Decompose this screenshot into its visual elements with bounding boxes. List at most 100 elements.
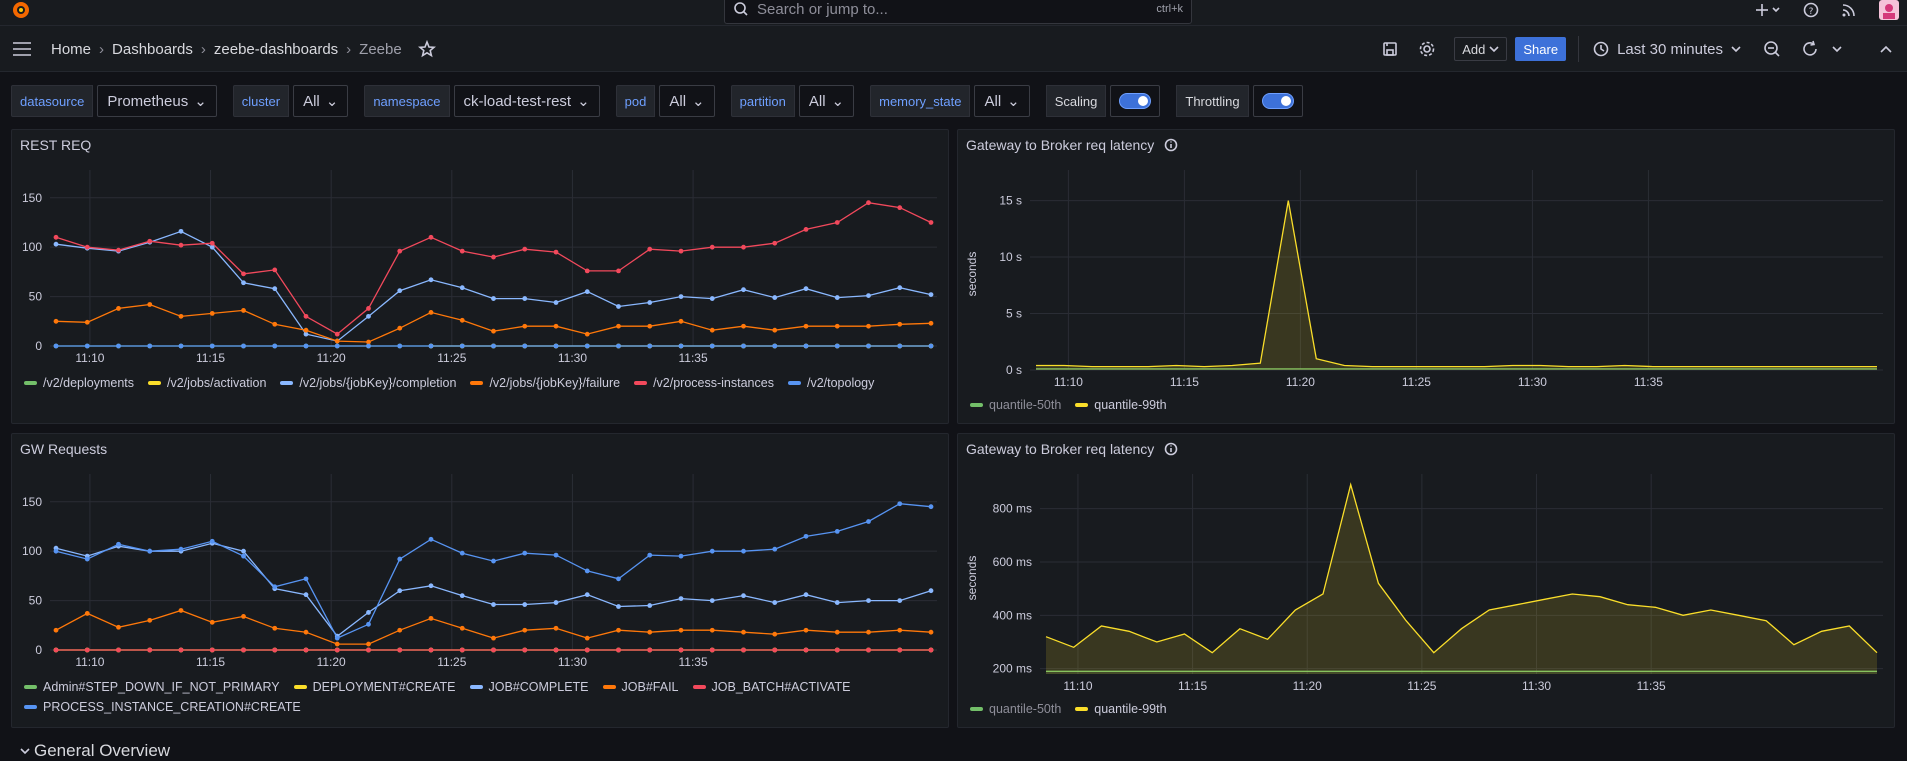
legend-item[interactable]: /v2/process-instances — [634, 376, 774, 390]
data-point — [53, 318, 59, 324]
panel-rest-req[interactable]: REST REQ 0 50 100 150 11:10 11:15 11:20 11:25 11… — [11, 129, 949, 424]
data-point — [866, 647, 871, 653]
data-point — [741, 287, 746, 293]
top-bar: Search or jump to... ctrl+k ? — [0, 0, 1907, 26]
user-avatar[interactable] — [1879, 0, 1899, 20]
data-point — [53, 647, 59, 653]
data-point — [834, 600, 840, 605]
data-point — [272, 286, 278, 292]
panel-gw-broker-latency-ms[interactable]: Gateway to Broker req latency 200 ms 400 … — [957, 433, 1895, 728]
breadcrumb-home[interactable]: Home — [51, 40, 92, 58]
refresh-interval-chevron-icon[interactable] — [1831, 44, 1843, 54]
legend-item[interactable]: PROCESS_INSTANCE_CREATION#CREATE — [24, 700, 301, 714]
chevron-right-icon: › — [346, 40, 352, 58]
var-label-datasource: datasource — [11, 85, 94, 117]
data-point — [303, 576, 309, 582]
data-point — [928, 292, 934, 298]
legend-item[interactable]: quantile-99th — [1075, 702, 1167, 716]
plus-menu-icon[interactable] — [1755, 2, 1781, 18]
grafana-logo-icon[interactable] — [10, 0, 32, 20]
breadcrumb: Home › Dashboards › zeebe-dashboards › Z… — [51, 40, 436, 58]
zoom-out-icon[interactable] — [1763, 40, 1781, 58]
info-icon[interactable] — [1164, 138, 1178, 152]
help-icon[interactable]: ? — [1803, 2, 1819, 18]
breadcrumb-folder[interactable]: zeebe-dashboards — [213, 40, 339, 58]
data-point — [553, 300, 559, 305]
switch-on[interactable] — [1119, 93, 1152, 109]
toggle-throttling[interactable] — [1252, 85, 1303, 117]
legend-item[interactable]: JOB#COMPLETE — [469, 680, 589, 694]
legend-item[interactable]: /v2/topology — [787, 376, 875, 390]
search-input[interactable]: Search or jump to... ctrl+k — [724, 0, 1192, 24]
time-range-picker[interactable]: Last 30 minutes — [1593, 41, 1741, 58]
series-line — [55, 230, 932, 342]
legend-item[interactable]: /v2/jobs/activation — [148, 376, 266, 390]
breadcrumb-dashboards[interactable]: Dashboards — [112, 40, 193, 58]
toggle-scaling[interactable] — [1110, 85, 1161, 117]
save-icon[interactable] — [1382, 41, 1398, 57]
legend-label: /v2/jobs/{jobKey}/completion — [299, 376, 457, 390]
legend-item[interactable]: Admin#STEP_DOWN_IF_NOT_PRIMARY — [24, 680, 280, 694]
legend-item[interactable]: JOB_BATCH#ACTIVATE — [692, 680, 850, 694]
data-point — [741, 343, 746, 349]
data-point — [397, 325, 403, 331]
refresh-icon[interactable] — [1801, 40, 1819, 58]
data-point — [772, 327, 778, 333]
panel-gw-broker-latency-seconds[interactable]: Gateway to Broker req latency 0 s 5 s 10 s… — [957, 129, 1895, 424]
row-general-overview[interactable]: General Overview — [20, 741, 170, 761]
switch-on[interactable] — [1261, 93, 1294, 109]
svg-text:?: ? — [1809, 7, 1814, 17]
data-point — [209, 538, 215, 544]
data-point — [209, 647, 215, 653]
data-point — [553, 343, 559, 349]
legend-item[interactable]: DEPLOYMENT#CREATE — [293, 680, 456, 694]
legend-label: quantile-99th — [1094, 398, 1167, 412]
data-point — [647, 552, 653, 558]
add-button[interactable]: Add — [1454, 37, 1508, 61]
var-select-cluster[interactable]: All ⌄ — [293, 85, 349, 117]
menu-icon[interactable] — [12, 41, 32, 57]
x-tick-label: 11:10 — [1054, 375, 1083, 389]
var-select-namespace[interactable]: ck-load-test-rest ⌄ — [453, 85, 600, 117]
data-point — [272, 647, 278, 653]
data-point — [647, 343, 653, 349]
var-select-memory-state[interactable]: All ⌄ — [974, 85, 1030, 117]
data-point — [303, 327, 309, 333]
data-point — [678, 553, 684, 559]
y-axis-label: seconds — [965, 556, 979, 601]
news-rss-icon[interactable] — [1841, 2, 1857, 18]
x-tick-label: 11:15 — [1170, 375, 1199, 389]
collapse-chevron-up-icon[interactable] — [1879, 44, 1893, 54]
data-point — [928, 647, 934, 653]
legend-item[interactable]: /v2/jobs/{jobKey}/completion — [280, 376, 456, 390]
legend-item[interactable]: /v2/jobs/{jobKey}/failure — [470, 376, 620, 390]
chart-gw-requests: 0 50 100 150 11:10 11:15 11:20 11:25 11:30 11:35 — [22, 474, 937, 669]
legend-item[interactable]: quantile-50th — [970, 702, 1061, 716]
share-button[interactable]: Share — [1515, 37, 1567, 61]
chevron-right-icon: › — [99, 40, 105, 58]
legend-item[interactable]: quantile-99th — [1075, 398, 1167, 412]
data-point — [897, 598, 903, 603]
x-tick-label: 11:10 — [1063, 679, 1092, 693]
settings-gear-icon[interactable] — [1418, 40, 1436, 58]
data-point — [678, 318, 684, 324]
legend-item[interactable]: /v2/deployments — [24, 376, 134, 390]
legend-swatch — [280, 381, 294, 385]
info-icon[interactable] — [1164, 442, 1178, 456]
var-select-partition[interactable]: All ⌄ — [798, 85, 855, 117]
legend-label: /v2/topology — [806, 376, 875, 390]
data-point — [647, 246, 653, 252]
panel-gw-requests[interactable]: GW Requests 0 50 100 150 11:10 11:15 11:20 11:2… — [11, 433, 949, 728]
x-tick-label: 11:30 — [558, 655, 587, 669]
star-icon[interactable] — [417, 40, 436, 58]
legend-item[interactable]: JOB#FAIL — [602, 680, 679, 694]
breadcrumb-current: Zeebe — [359, 40, 402, 58]
data-point — [553, 552, 559, 558]
var-select-pod[interactable]: All ⌄ — [659, 85, 715, 117]
series-line — [55, 303, 932, 343]
panel-title-text: GW Requests — [20, 441, 108, 457]
var-select-datasource[interactable]: Prometheus ⌄ — [97, 85, 217, 117]
x-tick-label: 11:20 — [317, 655, 346, 669]
x-tick-label: 11:10 — [75, 655, 104, 669]
legend-item[interactable]: quantile-50th — [970, 398, 1061, 412]
